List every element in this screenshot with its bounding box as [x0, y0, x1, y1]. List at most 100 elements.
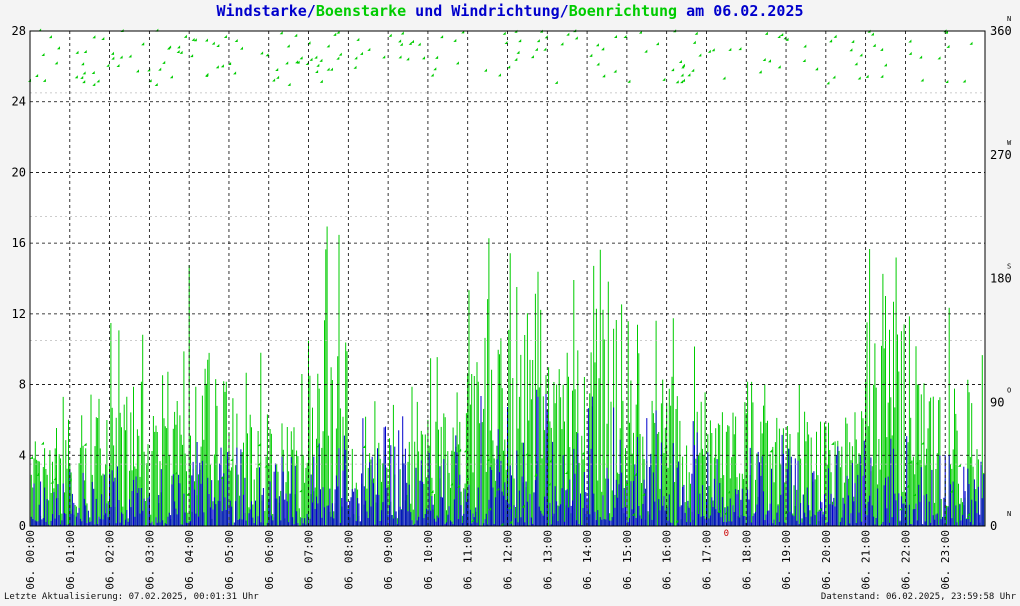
gust-direction-point [613, 69, 617, 73]
x-tick-label: 06. 05:00 [223, 530, 236, 590]
gust-direction-point [92, 82, 96, 86]
y2-compass-label: O [1007, 386, 1011, 394]
gust-direction-point [543, 47, 547, 51]
gust-direction-point [457, 484, 461, 488]
gust-direction-point [440, 35, 444, 39]
gust-direction-point [111, 56, 115, 60]
y-tick-label: 24 [12, 95, 26, 109]
gust-direction-point [422, 56, 426, 60]
x-tick-label: 06. 10:00 [422, 530, 435, 590]
gust-direction-point [136, 69, 140, 73]
gust-direction-point [367, 47, 371, 51]
gust-direction-point [521, 504, 525, 508]
gust-direction-point [623, 35, 627, 39]
gust-direction-point [962, 79, 966, 83]
gust-direction-point [946, 44, 950, 48]
gust-direction-point [185, 492, 189, 496]
x-tick-label: 06. 04:00 [183, 530, 196, 590]
gust-direction-point [119, 55, 123, 59]
marker-label: 0 [724, 529, 729, 539]
gust-direction-point [305, 62, 309, 66]
gust-direction-point [516, 50, 520, 54]
x-tick-label: 06. 18:00 [740, 530, 753, 590]
gust-direction-point [234, 39, 238, 43]
gust-direction-point [272, 78, 276, 82]
gust-direction-point [536, 39, 540, 43]
gust-direction-point [158, 67, 162, 71]
gust-direction-point [642, 492, 646, 496]
gust-direction-point [602, 74, 606, 78]
gust-direction-point [299, 489, 303, 493]
gust-direction-point [488, 507, 492, 511]
gust-direction-point [275, 68, 279, 72]
gust-direction-point [832, 75, 836, 79]
gust-direction-point [945, 80, 949, 84]
y2-tick-label: 360 [990, 24, 1012, 38]
gust-direction-point [279, 31, 283, 35]
gust-direction-point [169, 75, 173, 79]
gust-direction-point [831, 441, 835, 445]
gust-direction-point [257, 443, 261, 447]
gust-direction-point [711, 48, 715, 52]
gust-direction-point [851, 39, 855, 43]
x-tick-label: 06. 02:00 [104, 530, 117, 590]
y2-tick-label: 180 [990, 272, 1012, 286]
gust-direction-point [190, 54, 194, 58]
gust-direction-point [430, 73, 434, 77]
gust-direction-point [83, 442, 87, 446]
gust-direction-point [514, 57, 518, 61]
gust-direction-point [356, 37, 360, 41]
gust-direction-point [53, 477, 57, 481]
gust-direction-point [285, 61, 289, 65]
gust-direction-point [764, 31, 768, 35]
gust-direction-point [174, 471, 178, 475]
gust-direction-point [167, 46, 171, 50]
gust-direction-point [333, 32, 337, 36]
gust-direction-point [128, 54, 132, 58]
gust-direction-point [82, 80, 86, 84]
gust-direction-point [769, 449, 773, 453]
gust-direction-point [883, 63, 887, 67]
gust-direction-point [833, 34, 837, 38]
gust-direction-point [215, 65, 219, 69]
gust-direction-point [581, 451, 585, 455]
gust-direction-point [682, 63, 686, 67]
gust-direction-point [398, 39, 402, 43]
gust-direction-point [116, 64, 120, 68]
gust-direction-point [83, 50, 87, 54]
gust-direction-point [908, 51, 912, 55]
gust-direction-point [205, 38, 209, 42]
gust-direction-point [162, 60, 166, 64]
gust-direction-point [899, 507, 903, 511]
gust-direction-point [75, 50, 79, 54]
gust-direction-point [399, 42, 403, 46]
gust-direction-point [762, 58, 766, 62]
gust-direction-point [484, 68, 488, 72]
gust-direction-point [969, 41, 973, 45]
gust-direction-point [560, 42, 564, 46]
gust-direction-point [525, 452, 529, 456]
gust-direction-point [854, 62, 858, 66]
gust-direction-point [707, 49, 711, 53]
gust-direction-point [768, 59, 772, 63]
gust-direction-point [315, 444, 319, 448]
gust-direction-point [870, 32, 874, 36]
x-tick-label: 06. 11:00 [462, 530, 475, 590]
gust-direction-point [314, 55, 318, 59]
x-tick-label: 06. 12:00 [502, 530, 515, 590]
gust-direction-point [230, 457, 234, 461]
gust-direction-point [299, 56, 303, 60]
gust-direction-point [548, 459, 552, 463]
gust-direction-point [353, 65, 357, 69]
gust-direction-point [470, 518, 474, 522]
gust-direction-point [450, 482, 454, 486]
gust-direction-point [920, 78, 924, 82]
gust-direction-point [966, 516, 970, 520]
x-tick-label: 06. 17:00 [700, 530, 713, 590]
gust-direction-point [276, 75, 280, 79]
footer-data-status: Datenstand: 06.02.2025, 23:59:58 Uhr [820, 592, 1016, 602]
gust-direction-point [508, 520, 512, 524]
gust-direction-point [36, 472, 40, 476]
gust-direction-point [35, 74, 39, 78]
